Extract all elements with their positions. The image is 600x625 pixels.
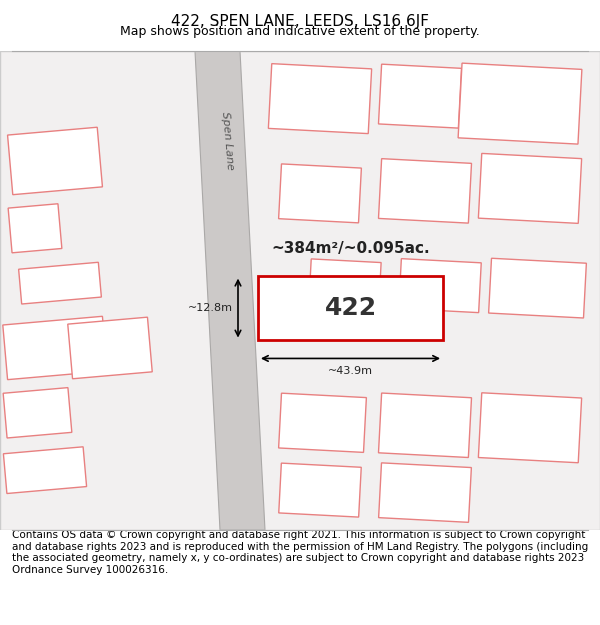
Polygon shape (3, 316, 107, 379)
Polygon shape (8, 127, 103, 194)
Polygon shape (68, 317, 152, 379)
Text: Spen Lane: Spen Lane (220, 111, 236, 171)
Text: ~12.8m: ~12.8m (188, 303, 233, 313)
Polygon shape (399, 259, 481, 312)
Polygon shape (379, 64, 461, 128)
Polygon shape (488, 258, 586, 318)
Polygon shape (379, 463, 472, 522)
Polygon shape (478, 392, 581, 462)
Polygon shape (478, 153, 581, 223)
Polygon shape (19, 262, 101, 304)
Polygon shape (379, 393, 472, 458)
Polygon shape (4, 447, 86, 494)
Polygon shape (278, 393, 367, 452)
Text: ~43.9m: ~43.9m (328, 366, 373, 376)
Polygon shape (268, 64, 371, 134)
Polygon shape (458, 63, 582, 144)
Text: Map shows position and indicative extent of the property.: Map shows position and indicative extent… (120, 26, 480, 39)
Polygon shape (8, 204, 62, 253)
Polygon shape (279, 463, 361, 517)
Polygon shape (309, 259, 381, 308)
Polygon shape (379, 159, 472, 223)
Text: Contains OS data © Crown copyright and database right 2021. This information is : Contains OS data © Crown copyright and d… (12, 530, 588, 575)
Polygon shape (195, 51, 265, 530)
Bar (258, 276, 443, 341)
Text: 422, SPEN LANE, LEEDS, LS16 6JF: 422, SPEN LANE, LEEDS, LS16 6JF (171, 14, 429, 29)
Text: 422: 422 (325, 296, 377, 320)
Text: ~384m²/~0.095ac.: ~384m²/~0.095ac. (271, 241, 430, 256)
Polygon shape (278, 164, 361, 223)
Polygon shape (3, 388, 72, 438)
